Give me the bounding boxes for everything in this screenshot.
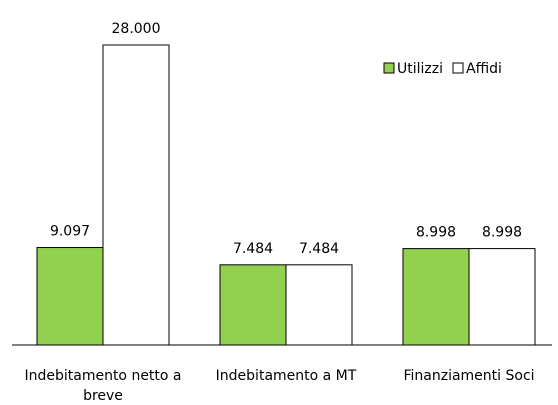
bar [102, 44, 170, 346]
data-label: 8.998 [416, 225, 456, 241]
bar [468, 248, 536, 346]
legend-swatch [383, 62, 395, 74]
data-label: 7.484 [233, 241, 273, 257]
bar [285, 264, 353, 346]
data-label: 9.097 [50, 224, 90, 240]
legend-swatch [452, 62, 464, 74]
legend-label: Affidi [466, 61, 502, 77]
bar [219, 264, 287, 346]
legend-label: Utilizzi [397, 61, 443, 77]
bar [36, 247, 104, 346]
x-tick-label: Finanziamenti Soci [403, 368, 535, 384]
bar [402, 248, 470, 346]
x-tick-label: Indebitamento netto a breve [24, 368, 182, 404]
data-label: 28.000 [112, 21, 161, 37]
data-label: 7.484 [299, 241, 339, 257]
x-tick-label: Indebitamento a MT [215, 368, 357, 384]
data-label: 8.998 [482, 225, 522, 241]
